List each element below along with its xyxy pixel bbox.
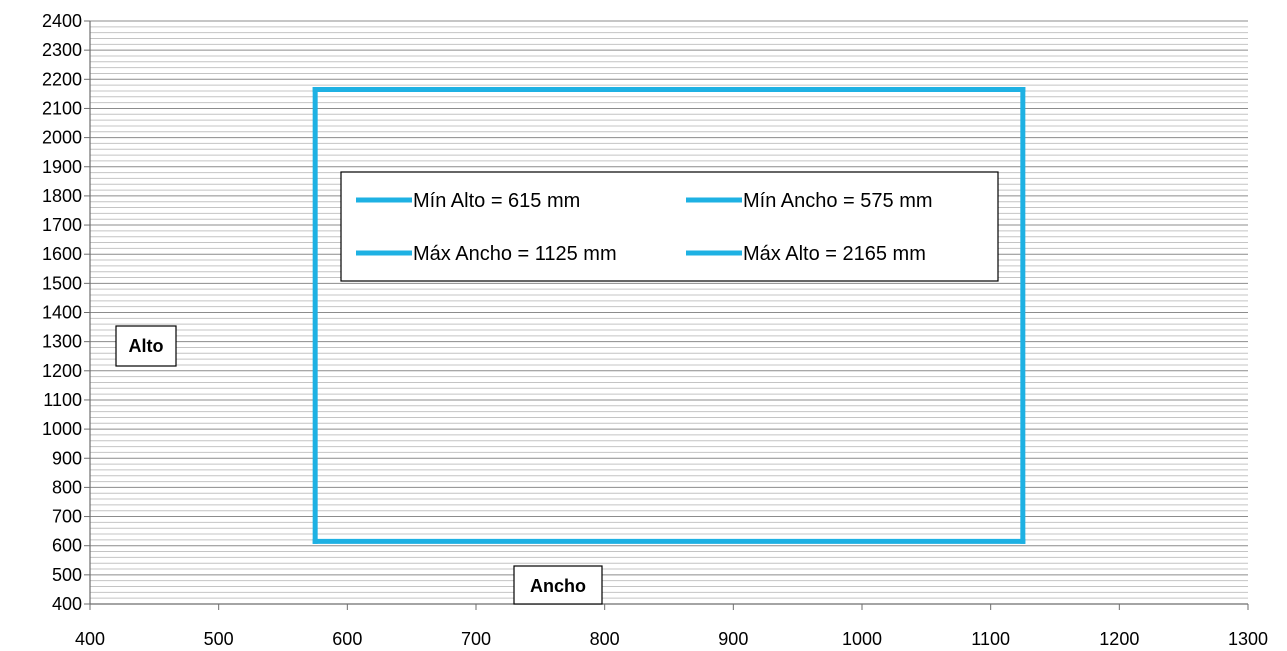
y-tick-label: 1900 xyxy=(42,157,82,177)
x-tick-label: 800 xyxy=(590,629,620,649)
y-tick-label: 500 xyxy=(52,565,82,585)
y-tick-label: 1500 xyxy=(42,273,82,293)
y-axis-label-box: Alto xyxy=(115,325,177,367)
x-tick-label: 900 xyxy=(718,629,748,649)
x-tick-labels: 400 500 600 700 800 900 1000 1100 1200 1300 xyxy=(75,604,1268,649)
y-tick-label: 1600 xyxy=(42,244,82,264)
y-axis-label: Alto xyxy=(129,336,164,356)
x-tick-label: 700 xyxy=(461,629,491,649)
y-tick-label: 700 xyxy=(52,507,82,527)
y-tick-label: 2100 xyxy=(42,98,82,118)
x-axis-label: Ancho xyxy=(530,576,586,596)
y-tick-label: 2000 xyxy=(42,128,82,148)
x-tick-label: 600 xyxy=(332,629,362,649)
y-tick-label: 2200 xyxy=(42,69,82,89)
y-tick-label: 1200 xyxy=(42,361,82,381)
x-tick-label: 1300 xyxy=(1228,629,1268,649)
y-tick-label: 1400 xyxy=(42,303,82,323)
x-axis-label-box: Ancho xyxy=(513,565,603,605)
legend-label-min-ancho: Mín Ancho = 575 mm xyxy=(743,190,933,212)
y-tick-label: 800 xyxy=(52,477,82,497)
y-tick-label: 1800 xyxy=(42,186,82,206)
y-tick-label: 1700 xyxy=(42,215,82,235)
x-tick-label: 1000 xyxy=(842,629,882,649)
legend-label-max-alto: Máx Alto = 2165 mm xyxy=(743,243,926,265)
legend-label-max-ancho: Máx Ancho = 1125 mm xyxy=(413,243,617,265)
y-tick-label: 1100 xyxy=(43,390,82,410)
legend: Mín Alto = 615 mm Mín Ancho = 575 mm Máx… xyxy=(340,171,999,282)
legend-label-min-alto: Mín Alto = 615 mm xyxy=(413,190,580,212)
y-tick-label: 2300 xyxy=(42,40,82,60)
x-tick-label: 500 xyxy=(204,629,234,649)
y-tick-label: 1000 xyxy=(42,419,82,439)
x-tick-label: 1100 xyxy=(971,629,1010,649)
y-tick-label: 400 xyxy=(52,594,82,614)
x-tick-label: 1200 xyxy=(1099,629,1139,649)
y-tick-label: 900 xyxy=(52,448,82,468)
x-tick-label: 400 xyxy=(75,629,105,649)
y-tick-label: 1300 xyxy=(42,332,82,352)
y-tick-labels: 400 500 600 700 800 900 1000 1100 1200 1300 1400 15… xyxy=(42,11,90,614)
y-tick-label: 600 xyxy=(52,536,82,556)
gridlines xyxy=(90,20,1248,605)
y-tick-label: 2400 xyxy=(42,11,82,31)
series-lines xyxy=(312,87,1026,544)
